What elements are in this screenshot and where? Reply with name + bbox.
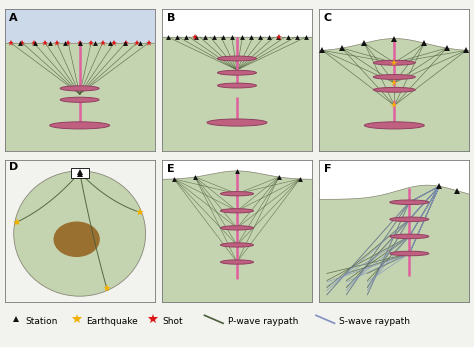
Ellipse shape xyxy=(207,119,267,126)
Bar xyxy=(5,43,155,151)
Ellipse shape xyxy=(220,260,254,264)
Text: P-wave raypath: P-wave raypath xyxy=(228,317,298,326)
Ellipse shape xyxy=(220,243,254,247)
Ellipse shape xyxy=(390,234,429,239)
Text: B: B xyxy=(166,13,175,23)
Text: Station: Station xyxy=(26,317,58,326)
Bar xyxy=(5,9,155,43)
Bar xyxy=(162,37,312,151)
Ellipse shape xyxy=(218,70,256,75)
Ellipse shape xyxy=(220,209,254,213)
Text: Shot: Shot xyxy=(163,317,183,326)
Ellipse shape xyxy=(50,122,109,129)
Text: C: C xyxy=(324,13,332,23)
Text: E: E xyxy=(166,164,174,174)
Ellipse shape xyxy=(54,222,99,256)
Bar xyxy=(71,168,89,178)
Ellipse shape xyxy=(218,56,256,61)
Text: A: A xyxy=(9,13,18,23)
Ellipse shape xyxy=(390,217,429,222)
Ellipse shape xyxy=(390,200,429,204)
Text: F: F xyxy=(324,164,331,174)
Text: Earthquake: Earthquake xyxy=(86,317,138,326)
Ellipse shape xyxy=(365,122,424,129)
Ellipse shape xyxy=(220,226,254,230)
Ellipse shape xyxy=(374,60,415,65)
Ellipse shape xyxy=(60,97,99,102)
Ellipse shape xyxy=(390,251,429,256)
Circle shape xyxy=(14,171,146,296)
Ellipse shape xyxy=(220,192,254,196)
Ellipse shape xyxy=(60,86,99,91)
Text: D: D xyxy=(9,162,18,172)
Ellipse shape xyxy=(374,75,415,79)
Ellipse shape xyxy=(374,87,415,92)
Ellipse shape xyxy=(218,83,256,88)
Text: S-wave raypath: S-wave raypath xyxy=(339,317,410,326)
